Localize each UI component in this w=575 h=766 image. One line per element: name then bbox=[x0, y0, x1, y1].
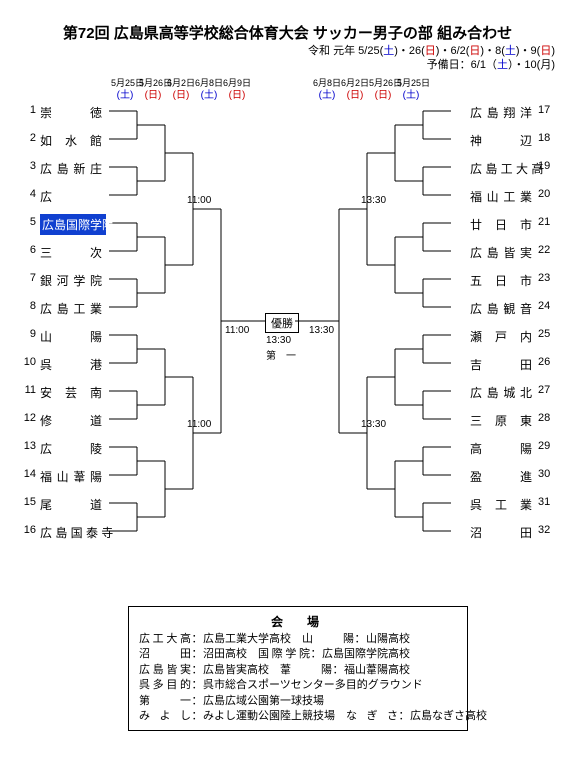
seed-number: 22 bbox=[538, 244, 552, 256]
team-name-left: 福 山 葦 陽 bbox=[40, 468, 102, 485]
team-name-left: 尾 道 bbox=[40, 496, 102, 513]
seed-number: 17 bbox=[538, 104, 552, 116]
team-name-left: 広 bbox=[40, 188, 102, 205]
team-name-right: 福 山 工 業 bbox=[470, 188, 532, 205]
seed-number: 15 bbox=[22, 496, 36, 508]
seed-number: 28 bbox=[538, 412, 552, 424]
day-header: (日) bbox=[167, 86, 195, 101]
seed-number: 5 bbox=[22, 216, 36, 228]
seed-number: 13 bbox=[22, 440, 36, 452]
venue-row: 第 一：広島広域公園第一球技場 bbox=[139, 694, 457, 709]
team-name-left: 安 芸 南 bbox=[40, 384, 102, 401]
seed-number: 2 bbox=[22, 132, 36, 144]
seed-number: 12 bbox=[22, 412, 36, 424]
team-name-right: 広 島 工 大 高 bbox=[470, 160, 532, 177]
team-name-right: 呉 工 業 bbox=[470, 496, 532, 513]
team-name-right: 広 島 翔 洋 bbox=[470, 104, 532, 121]
team-name-left: 広 島 国 泰 寺 bbox=[40, 524, 102, 541]
venue-row: 広工大高：広島工業大学高校 山 陽：山陽高校 bbox=[139, 632, 457, 647]
venue-table: 会 場 広工大高：広島工業大学高校 山 陽：山陽高校沼 田：沼田高校 国際学院：… bbox=[128, 606, 468, 731]
day-header: (土) bbox=[111, 86, 139, 101]
seed-number: 29 bbox=[538, 440, 552, 452]
team-name-left: 広 島 工 業 bbox=[40, 300, 102, 317]
team-name-right: 瀬 戸 内 bbox=[470, 328, 532, 345]
seed-number: 10 bbox=[22, 356, 36, 368]
venue-row: 呉多目的：呉市総合スポーツセンター多目的グラウンド bbox=[139, 678, 457, 693]
time-label: 13:30 bbox=[361, 419, 386, 430]
venue-row: 沼 田：沼田高校 国際学院：広島国際学院高校 bbox=[139, 647, 457, 662]
seed-number: 14 bbox=[22, 468, 36, 480]
seed-number: 3 bbox=[22, 160, 36, 172]
seed-number: 21 bbox=[538, 216, 552, 228]
team-name-left: 広 島 新 庄 bbox=[40, 160, 102, 177]
seed-number: 32 bbox=[538, 524, 552, 536]
time-label: 13:30 bbox=[266, 335, 291, 346]
seed-number: 25 bbox=[538, 328, 552, 340]
team-name-right: 沼 田 bbox=[470, 524, 532, 541]
team-name-left: 三 次 bbox=[40, 244, 102, 261]
team-name-right: 神 辺 bbox=[470, 132, 532, 149]
seed-number: 6 bbox=[22, 244, 36, 256]
team-name-right: 広 島 城 北 bbox=[470, 384, 532, 401]
seed-number: 7 bbox=[22, 272, 36, 284]
time-label: 第 一 bbox=[266, 347, 296, 362]
seed-number: 4 bbox=[22, 188, 36, 200]
winner-box: 優勝 bbox=[265, 313, 299, 333]
team-name-right: 廿 日 市 bbox=[470, 216, 532, 233]
venue-row: 広島皆実：広島皆実高校 葦 陽：福山葦陽高校 bbox=[139, 663, 457, 678]
seed-number: 24 bbox=[538, 300, 552, 312]
seed-number: 9 bbox=[22, 328, 36, 340]
seed-number: 26 bbox=[538, 356, 552, 368]
time-label: 11:00 bbox=[187, 195, 211, 206]
team-name-left: 崇 徳 bbox=[40, 104, 102, 121]
day-header: (日) bbox=[139, 86, 167, 101]
seed-number: 16 bbox=[22, 524, 36, 536]
team-name-right: 吉 田 bbox=[470, 356, 532, 373]
team-name-left: 広島国際学院 bbox=[40, 214, 106, 235]
seed-number: 31 bbox=[538, 496, 552, 508]
seed-number: 23 bbox=[538, 272, 552, 284]
time-label: 11:00 bbox=[225, 325, 249, 336]
day-header: (日) bbox=[341, 86, 369, 101]
team-name-right: 高 陽 bbox=[470, 440, 532, 457]
team-name-right: 広 島 観 音 bbox=[470, 300, 532, 317]
seed-number: 18 bbox=[538, 132, 552, 144]
venue-title: 会 場 bbox=[139, 613, 457, 630]
seed-number: 1 bbox=[22, 104, 36, 116]
seed-number: 8 bbox=[22, 300, 36, 312]
team-name-right: 広 島 皆 実 bbox=[470, 244, 532, 261]
team-name-left: 銀 河 学 院 bbox=[40, 272, 102, 289]
day-header: (日) bbox=[369, 86, 397, 101]
day-header: (土) bbox=[195, 86, 223, 101]
seed-number: 11 bbox=[22, 384, 36, 396]
team-name-left: 修 道 bbox=[40, 412, 102, 429]
team-name-left: 如 水 館 bbox=[40, 132, 102, 149]
team-name-right: 五 日 市 bbox=[470, 272, 532, 289]
seed-number: 27 bbox=[538, 384, 552, 396]
team-name-left: 広 陵 bbox=[40, 440, 102, 457]
seed-number: 20 bbox=[538, 188, 552, 200]
day-header: (土) bbox=[397, 86, 425, 101]
day-header: (土) bbox=[313, 86, 341, 101]
time-label: 13:30 bbox=[309, 325, 334, 336]
time-label: 13:30 bbox=[361, 195, 386, 206]
team-name-right: 三 原 東 bbox=[470, 412, 532, 429]
day-header: (日) bbox=[223, 86, 251, 101]
seed-number: 30 bbox=[538, 468, 552, 480]
venue-row: みよし：みよし運動公園陸上競技場 なぎさ：広島なぎさ高校 bbox=[139, 709, 457, 724]
team-name-left: 山 陽 bbox=[40, 328, 102, 345]
time-label: 11:00 bbox=[187, 419, 211, 430]
team-name-left: 呉 港 bbox=[40, 356, 102, 373]
team-name-right: 盈 進 bbox=[470, 468, 532, 485]
